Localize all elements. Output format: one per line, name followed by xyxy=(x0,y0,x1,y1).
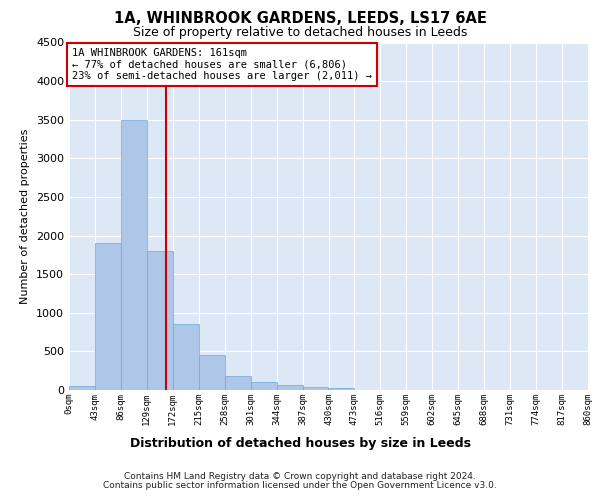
Bar xyxy=(173,324,199,390)
Y-axis label: Number of detached properties: Number of detached properties xyxy=(20,128,31,304)
Bar xyxy=(95,244,121,390)
Text: 1A, WHINBROOK GARDENS, LEEDS, LS17 6AE: 1A, WHINBROOK GARDENS, LEEDS, LS17 6AE xyxy=(113,11,487,26)
Bar xyxy=(69,386,95,390)
Text: Contains public sector information licensed under the Open Government Licence v3: Contains public sector information licen… xyxy=(103,481,497,490)
Bar xyxy=(147,251,173,390)
Text: Size of property relative to detached houses in Leeds: Size of property relative to detached ho… xyxy=(133,26,467,39)
Bar xyxy=(224,376,251,390)
Bar xyxy=(329,388,355,390)
Text: Contains HM Land Registry data © Crown copyright and database right 2024.: Contains HM Land Registry data © Crown c… xyxy=(124,472,476,481)
Bar xyxy=(251,382,277,390)
Bar xyxy=(302,387,329,390)
Bar xyxy=(277,386,302,390)
Text: Distribution of detached houses by size in Leeds: Distribution of detached houses by size … xyxy=(130,437,470,450)
Bar xyxy=(199,355,224,390)
Bar xyxy=(121,120,147,390)
Text: 1A WHINBROOK GARDENS: 161sqm
← 77% of detached houses are smaller (6,806)
23% of: 1A WHINBROOK GARDENS: 161sqm ← 77% of de… xyxy=(72,48,372,81)
